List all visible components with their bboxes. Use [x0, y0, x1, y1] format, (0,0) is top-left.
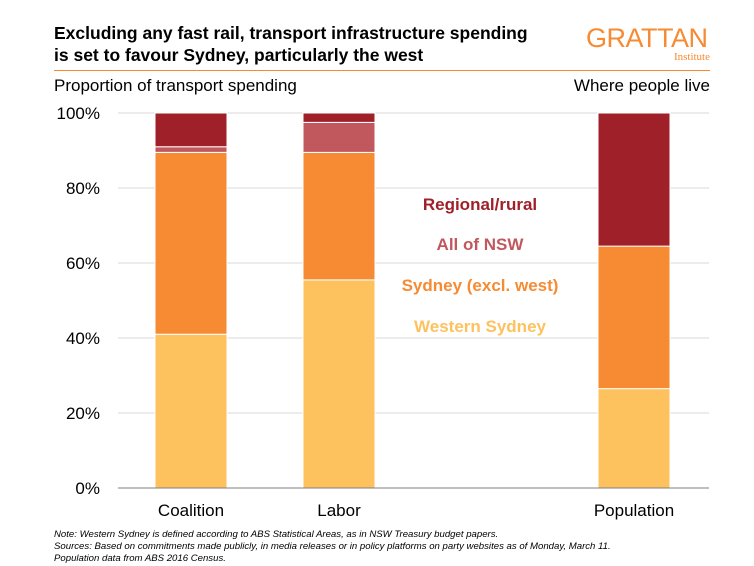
x-tick-label: Labor [317, 501, 361, 520]
logo-text: GRATTAN [586, 23, 708, 53]
note-line: Note: Western Sydney is defined accordin… [54, 529, 499, 540]
x-tick-label: Coalition [158, 501, 224, 520]
bar-segment [597, 245, 671, 390]
y-tick-label: 80% [66, 179, 100, 198]
legend-label: Sydney (excl. west) [402, 276, 559, 295]
x-tick-label: Population [594, 501, 674, 520]
header-divider [54, 70, 710, 71]
y-tick-label: 60% [66, 254, 100, 273]
y-tick-label: 20% [66, 404, 100, 423]
bar-segment [302, 121, 376, 153]
bar-segment [302, 151, 376, 281]
chart-title: Excluding any fast rail, transport infra… [54, 22, 584, 66]
logo-subtext: Institute [673, 51, 710, 63]
population-source-line: Population data from ABS 2016 Census. [54, 553, 226, 564]
y-tick-label: 0% [75, 479, 100, 498]
subtitle-right: Where people live [573, 76, 710, 95]
legend-label: All of NSW [437, 235, 525, 254]
bar-segment [154, 333, 228, 489]
legend-label: Western Sydney [414, 317, 547, 336]
chart-title-line-2: is set to favour Sydney, particularly th… [54, 45, 424, 65]
bar-segment [302, 279, 376, 489]
bar-segment [154, 112, 228, 148]
chart-notes: Note: Western Sydney is defined accordin… [54, 529, 744, 565]
sources-line: Sources: Based on commitments made publi… [54, 541, 611, 552]
legend-label: Regional/rural [423, 195, 537, 214]
chart-title-line-1: Excluding any fast rail, transport infra… [54, 23, 528, 43]
bar-segment [597, 112, 671, 247]
y-tick-label: 100% [57, 104, 100, 123]
grattan-logo: GRATTAN Institute [586, 23, 716, 63]
y-tick-label: 40% [66, 329, 100, 348]
bar-segment [597, 388, 671, 489]
bar-segment [154, 151, 228, 335]
subtitle-left: Proportion of transport spending [54, 76, 297, 95]
bar-segment [302, 112, 376, 123]
bar-segment [154, 146, 228, 153]
